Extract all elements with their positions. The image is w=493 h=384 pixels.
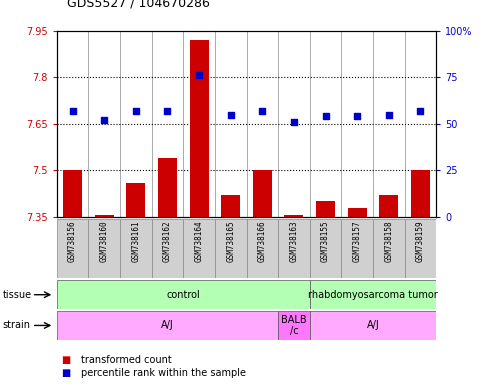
- Point: [290, 119, 298, 125]
- Bar: [88, 219, 120, 278]
- Text: ■: ■: [62, 355, 71, 365]
- Text: GSM738160: GSM738160: [100, 221, 108, 262]
- Bar: [215, 219, 246, 278]
- Bar: [310, 219, 341, 278]
- Text: GDS5527 / 104670286: GDS5527 / 104670286: [67, 0, 210, 10]
- Text: GSM738162: GSM738162: [163, 221, 172, 262]
- Bar: [341, 219, 373, 278]
- Bar: [278, 311, 310, 340]
- Text: GSM738157: GSM738157: [352, 221, 362, 262]
- Bar: [310, 280, 436, 309]
- Bar: [316, 202, 335, 217]
- Text: control: control: [166, 290, 200, 300]
- Bar: [57, 219, 88, 278]
- Text: percentile rank within the sample: percentile rank within the sample: [81, 368, 246, 378]
- Point: [417, 108, 424, 114]
- Bar: [405, 219, 436, 278]
- Point: [353, 113, 361, 119]
- Text: BALB
/c: BALB /c: [281, 314, 307, 336]
- Bar: [152, 219, 183, 278]
- Text: GSM738164: GSM738164: [195, 221, 204, 262]
- Bar: [158, 158, 177, 217]
- Bar: [310, 311, 436, 340]
- Text: GSM738166: GSM738166: [258, 221, 267, 262]
- Text: tissue: tissue: [2, 290, 32, 300]
- Text: GSM738155: GSM738155: [321, 221, 330, 262]
- Bar: [348, 208, 367, 217]
- Point: [321, 113, 329, 119]
- Bar: [95, 215, 113, 217]
- Point: [69, 108, 76, 114]
- Bar: [189, 40, 209, 217]
- Bar: [57, 280, 310, 309]
- Text: GSM738165: GSM738165: [226, 221, 235, 262]
- Point: [385, 111, 393, 118]
- Point: [132, 108, 140, 114]
- Text: GSM738158: GSM738158: [385, 221, 393, 262]
- Bar: [380, 195, 398, 217]
- Bar: [126, 183, 145, 217]
- Point: [100, 117, 108, 123]
- Bar: [253, 170, 272, 217]
- Bar: [284, 215, 304, 217]
- Text: GSM738161: GSM738161: [131, 221, 141, 262]
- Text: GSM738159: GSM738159: [416, 221, 425, 262]
- Bar: [221, 195, 240, 217]
- Point: [227, 111, 235, 118]
- Text: A/J: A/J: [367, 320, 380, 331]
- Text: GSM738163: GSM738163: [289, 221, 298, 262]
- Point: [258, 108, 266, 114]
- Bar: [120, 219, 152, 278]
- Bar: [278, 219, 310, 278]
- Bar: [57, 311, 278, 340]
- Point: [195, 72, 203, 78]
- Bar: [183, 219, 215, 278]
- Point: [164, 108, 172, 114]
- Text: strain: strain: [2, 320, 31, 331]
- Text: ■: ■: [62, 368, 71, 378]
- Text: GSM738156: GSM738156: [68, 221, 77, 262]
- Bar: [373, 219, 405, 278]
- Bar: [63, 170, 82, 217]
- Bar: [411, 170, 430, 217]
- Text: transformed count: transformed count: [81, 355, 172, 365]
- Text: rhabdomyosarcoma tumor: rhabdomyosarcoma tumor: [308, 290, 438, 300]
- Text: A/J: A/J: [161, 320, 174, 331]
- Bar: [246, 219, 278, 278]
